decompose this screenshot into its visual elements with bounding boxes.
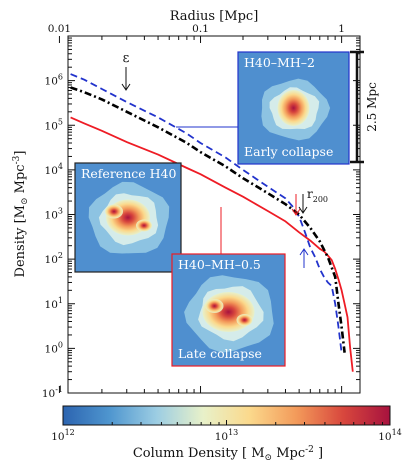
inset-border <box>171 253 286 367</box>
plot-frame <box>67 35 361 394</box>
epsilon-label: ε <box>123 51 130 66</box>
colorbar-tick-label-base: 10 <box>51 431 64 443</box>
y-tick-label-exponent: 6 <box>58 73 63 82</box>
colorbar-title-exponent: -2 <box>305 445 314 455</box>
epsilon-marker: ε <box>121 51 131 91</box>
scale-bar-label: 2.5 Mpc <box>365 82 379 132</box>
colorbar-tick-label: 1012 <box>51 428 75 443</box>
r200-marker: r200 <box>291 187 328 268</box>
y-tick-label: 106 <box>45 73 63 88</box>
inset-title: Reference H40 <box>81 166 176 181</box>
y-tick-label: 104 <box>45 162 63 177</box>
r200-label-base: r <box>307 187 313 201</box>
scale-bar: 2.5 Mpc <box>350 50 379 164</box>
colorbar-title-bracket-end: ] <box>314 446 323 461</box>
colorbar-title-main: Column Density <box>133 446 242 461</box>
x-tick-label: 0.1 <box>192 23 209 35</box>
solar-symbol: ⊙ <box>20 197 30 205</box>
y-tick-label-exponent: 0 <box>58 340 63 349</box>
y-tick-label-exponent: -1 <box>55 385 63 394</box>
inset-substructure <box>236 314 253 326</box>
r200-arrow-blue-head <box>299 248 309 256</box>
series-layer <box>70 73 354 372</box>
x-tick-label: 1 <box>338 23 345 35</box>
inset-core-density <box>277 90 310 126</box>
y-tick-label-exponent: 5 <box>58 117 63 126</box>
y-tick-label-base: 10 <box>45 343 58 355</box>
inset-title: H40–MH–0.5 <box>178 257 261 272</box>
colorbar-tick-label-exponent: 13 <box>228 428 238 437</box>
y-tick-label-exponent: 1 <box>58 296 63 305</box>
epsilon-arrow-head <box>121 83 131 91</box>
inset-caption: Early collapse <box>244 144 333 159</box>
colorbar-title-unit-open: [ M <box>242 446 265 461</box>
series-line-dashdot <box>70 86 346 353</box>
y-tick-label-exponent: 3 <box>58 207 63 216</box>
colorbar-tick-label: 1013 <box>215 428 239 443</box>
colorbar-title-unit-close: Mpc <box>272 446 305 461</box>
r200-label: r200 <box>307 187 328 204</box>
y-axis-title-unit-open: [M <box>13 205 28 223</box>
y-tick-label: 103 <box>45 207 63 222</box>
inset-map: H40–MH–2 Early collapse <box>237 51 350 165</box>
series-line-dashed <box>70 73 343 353</box>
inset-border <box>237 51 350 165</box>
y-tick-label: 105 <box>45 117 63 132</box>
r200-label-sub: 200 <box>313 195 328 204</box>
r200-arrow-red-head <box>291 208 301 216</box>
series-line-solid <box>70 116 354 372</box>
y-tick-label: 10-1 <box>42 385 63 400</box>
inset-substructure <box>136 219 152 232</box>
colorbar-title: Column Density [ M⊙ Mpc-2 ] <box>133 445 323 463</box>
y-tick-label-exponent: 4 <box>58 162 63 171</box>
y-axis-title-bracket-end: ] <box>13 151 28 156</box>
y-axis-title-exponent: -3 <box>12 155 22 164</box>
inset-border <box>74 162 182 273</box>
colorbar-ticks: 1012 1013 1014 <box>51 420 402 443</box>
y-tick-label-base: 10 <box>45 165 58 177</box>
inset-map: Reference H40 <box>74 162 182 273</box>
colorbar-tick-label-exponent: 12 <box>65 428 75 437</box>
y-tick-label-exponent: 2 <box>58 251 63 260</box>
y-tick-label-base: 10 <box>42 388 55 400</box>
y-tick-label-base: 10 <box>45 210 58 222</box>
y-tick-label: 101 <box>45 296 63 311</box>
colorbar-solar-symbol: ⊙ <box>265 453 273 463</box>
x-tick-label: 0.01 <box>48 23 71 35</box>
x-axis-title: Radius [Mpc] <box>170 9 259 24</box>
y-tick-label-base: 10 <box>45 299 58 311</box>
r200-arrow-black-head <box>298 206 308 214</box>
y-tick-label-base: 10 <box>45 120 58 132</box>
colorbar: 1012 1013 1014 Column Density [ M⊙ Mpc-2 ] <box>51 405 402 463</box>
inset-caption: Late collapse <box>178 346 262 361</box>
inset-substructure <box>205 299 224 313</box>
insets-layer: H40–MH–2 Early collapse Reference H40 H40–M… <box>74 51 350 367</box>
y-axis-title-main: Density <box>13 223 28 277</box>
y-axis-title: Density [M⊙ Mpc-3] <box>12 151 30 278</box>
y-tick-label-base: 10 <box>45 76 58 88</box>
x-axis-ticks: 0.01 0.1 1 <box>48 23 345 393</box>
inset-map: H40–MH–0.5 Late collapse <box>171 253 286 367</box>
colorbar-tick-label-exponent: 14 <box>392 428 402 437</box>
y-tick-label: 102 <box>45 251 63 266</box>
colorbar-tick-label: 1014 <box>378 428 402 443</box>
inset-substructure <box>105 204 123 219</box>
colorbar-tick-label-base: 10 <box>378 431 391 443</box>
y-tick-label: 100 <box>45 340 63 355</box>
y-axis-title-unit-close: Mpc <box>13 164 28 197</box>
inset-title: H40–MH–2 <box>244 55 315 70</box>
y-tick-label-base: 10 <box>45 254 58 266</box>
colorbar-tick-label-base: 10 <box>215 431 228 443</box>
